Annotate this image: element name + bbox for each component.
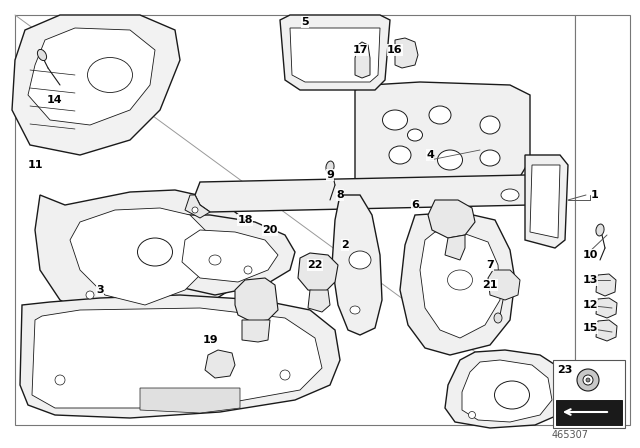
Polygon shape xyxy=(235,278,278,322)
Text: 4: 4 xyxy=(426,150,434,160)
Polygon shape xyxy=(290,28,380,82)
Text: 23: 23 xyxy=(557,365,573,375)
Polygon shape xyxy=(395,38,418,68)
Text: 18: 18 xyxy=(237,215,253,225)
Polygon shape xyxy=(488,270,520,300)
Polygon shape xyxy=(525,155,568,248)
Ellipse shape xyxy=(501,189,519,201)
Text: 7: 7 xyxy=(486,260,494,270)
Polygon shape xyxy=(20,295,340,418)
Text: 2: 2 xyxy=(341,240,349,250)
Ellipse shape xyxy=(438,150,463,170)
Polygon shape xyxy=(35,190,250,325)
Polygon shape xyxy=(12,15,180,155)
Ellipse shape xyxy=(577,369,599,391)
Polygon shape xyxy=(596,274,616,296)
Polygon shape xyxy=(70,208,210,305)
Ellipse shape xyxy=(192,207,198,213)
Ellipse shape xyxy=(349,251,371,269)
Polygon shape xyxy=(332,195,382,335)
Text: 3: 3 xyxy=(96,285,104,295)
Polygon shape xyxy=(298,253,338,292)
Ellipse shape xyxy=(326,161,334,173)
Ellipse shape xyxy=(468,412,476,418)
Polygon shape xyxy=(182,230,278,282)
Ellipse shape xyxy=(480,116,500,134)
Text: 5: 5 xyxy=(301,17,309,27)
Polygon shape xyxy=(140,388,240,413)
Text: 10: 10 xyxy=(582,250,598,260)
Ellipse shape xyxy=(495,381,529,409)
Text: 12: 12 xyxy=(582,300,598,310)
Polygon shape xyxy=(355,42,370,78)
Polygon shape xyxy=(242,320,270,342)
Polygon shape xyxy=(445,350,565,428)
Polygon shape xyxy=(205,350,235,378)
Polygon shape xyxy=(445,235,465,260)
Polygon shape xyxy=(420,232,500,338)
Polygon shape xyxy=(355,82,530,200)
Polygon shape xyxy=(530,165,560,238)
Ellipse shape xyxy=(383,110,408,130)
Text: 16: 16 xyxy=(387,45,403,55)
Polygon shape xyxy=(32,308,322,408)
Polygon shape xyxy=(400,212,515,355)
Ellipse shape xyxy=(583,375,593,385)
Ellipse shape xyxy=(350,306,360,314)
Ellipse shape xyxy=(596,224,604,236)
Polygon shape xyxy=(596,298,617,318)
Text: 6: 6 xyxy=(411,200,419,210)
Text: 8: 8 xyxy=(336,190,344,200)
Ellipse shape xyxy=(55,375,65,385)
Text: 21: 21 xyxy=(483,280,498,290)
Text: 1: 1 xyxy=(591,190,599,200)
Text: 15: 15 xyxy=(582,323,598,333)
Polygon shape xyxy=(185,195,210,218)
Ellipse shape xyxy=(494,313,502,323)
Polygon shape xyxy=(155,215,295,295)
Ellipse shape xyxy=(408,129,422,141)
Ellipse shape xyxy=(209,255,221,265)
Bar xyxy=(575,15,630,425)
Text: 11: 11 xyxy=(28,160,43,170)
Polygon shape xyxy=(195,175,545,212)
Ellipse shape xyxy=(88,57,132,92)
Ellipse shape xyxy=(447,270,472,290)
Polygon shape xyxy=(462,360,552,422)
Text: 20: 20 xyxy=(262,225,278,235)
Polygon shape xyxy=(280,15,390,90)
Ellipse shape xyxy=(138,238,173,266)
Ellipse shape xyxy=(244,266,252,274)
Text: 9: 9 xyxy=(326,170,334,180)
Ellipse shape xyxy=(86,291,94,299)
Text: 19: 19 xyxy=(202,335,218,345)
Ellipse shape xyxy=(429,106,451,124)
Ellipse shape xyxy=(480,150,500,166)
Text: 14: 14 xyxy=(47,95,63,105)
Bar xyxy=(15,15,575,425)
Ellipse shape xyxy=(586,378,590,382)
Text: 465307: 465307 xyxy=(552,430,589,440)
Polygon shape xyxy=(308,290,330,312)
Ellipse shape xyxy=(37,49,47,60)
Ellipse shape xyxy=(389,146,411,164)
Ellipse shape xyxy=(280,370,290,380)
Text: 22: 22 xyxy=(307,260,323,270)
Polygon shape xyxy=(428,200,475,238)
Text: 13: 13 xyxy=(582,275,598,285)
Text: 17: 17 xyxy=(352,45,368,55)
Bar xyxy=(553,360,625,428)
Bar xyxy=(556,400,622,425)
Polygon shape xyxy=(596,320,617,341)
Polygon shape xyxy=(28,28,155,125)
